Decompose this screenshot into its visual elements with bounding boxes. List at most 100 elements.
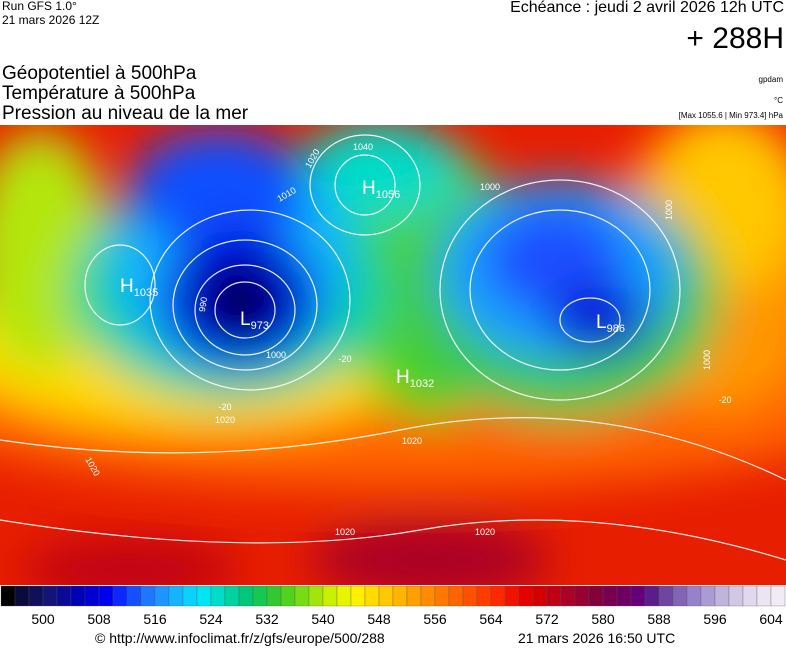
- contour-label: 990: [197, 296, 209, 313]
- colorbar-swatch: [588, 585, 604, 607]
- center-value: 1035: [134, 287, 158, 299]
- colorbar-label: 524: [199, 611, 223, 627]
- colorbar-swatch: [98, 585, 114, 607]
- colorbar-swatch: [574, 585, 590, 607]
- pressure-center: L973: [240, 309, 269, 332]
- colorbar-swatch: [140, 585, 156, 607]
- center-kind: H: [120, 276, 134, 297]
- colorbar-swatch: [742, 585, 758, 607]
- colorbar-swatch: [364, 585, 380, 607]
- colorbar-swatch: [322, 585, 338, 607]
- colorbar-label: 580: [591, 611, 615, 627]
- colorbar-swatch: [294, 585, 310, 607]
- colorbar-swatch: [196, 585, 212, 607]
- colorbar-swatch: [406, 585, 422, 607]
- colorbar-swatch: [616, 585, 632, 607]
- colorbar-swatch: [70, 585, 86, 607]
- colorbar-swatch: [630, 585, 646, 607]
- colorbar-label: 516: [143, 611, 167, 627]
- colorbar-swatch: [0, 585, 16, 607]
- colorbar-swatch: [714, 585, 730, 607]
- colorbar-swatch: [546, 585, 562, 607]
- source-url: © http://www.infoclimat.fr/z/gfs/europe/…: [95, 630, 385, 646]
- colorbar-label: 596: [703, 611, 727, 627]
- field-unit: [Max 1055.6 | Min 973.4] hPa: [679, 111, 784, 120]
- colorbar-swatch: [518, 585, 534, 607]
- colorbar-swatch: [252, 585, 268, 607]
- colorbar-swatch: [224, 585, 240, 607]
- contour-label: 1020: [475, 527, 495, 537]
- colorbar-swatch: [672, 585, 688, 607]
- colorbar-swatch: [658, 585, 674, 607]
- colorbar-swatch: [476, 585, 492, 607]
- colorbar-label: 564: [479, 611, 503, 627]
- colorbar-swatch: [336, 585, 352, 607]
- center-value: 973: [251, 320, 269, 332]
- colorbar-swatch: [266, 585, 282, 607]
- run-date: 21 mars 2026 12Z: [2, 13, 99, 27]
- colorbar-label: 572: [535, 611, 559, 627]
- center-kind: L: [596, 312, 607, 333]
- center-kind: H: [362, 178, 376, 199]
- contour-label: 1000: [702, 350, 712, 370]
- contour-label: -20: [338, 354, 351, 364]
- field-name: Pression au niveau de la mer: [2, 103, 249, 124]
- colorbar-swatch: [560, 585, 576, 607]
- center-value: 986: [607, 323, 625, 335]
- colorbar-swatch: [154, 585, 170, 607]
- pressure-center: L986: [596, 312, 625, 335]
- colorbar-swatch: [168, 585, 184, 607]
- contour-label: 1020: [402, 436, 422, 446]
- colorbar-label: 548: [367, 611, 391, 627]
- pressure-center: H1035: [120, 276, 158, 299]
- colorbar-swatch: [602, 585, 618, 607]
- colorbar-swatch: [210, 585, 226, 607]
- colorbar-swatch: [56, 585, 72, 607]
- colorbar-swatch: [700, 585, 716, 607]
- field-unit: gpdam: [759, 75, 784, 84]
- colorbar-swatch: [308, 585, 324, 607]
- colorbar-swatch: [392, 585, 408, 607]
- valid-time: Echéance : jeudi 2 avril 2026 12h UTC: [510, 0, 784, 16]
- field-unit: °C: [774, 96, 783, 105]
- colorbar-swatch: [14, 585, 30, 607]
- colorbar-swatch: [532, 585, 548, 607]
- field-name: Géopotentiel à 500hPa: [2, 63, 197, 84]
- colorbar-swatch: [644, 585, 660, 607]
- colorbar-swatch: [378, 585, 394, 607]
- run-label: Run GFS 1.0°: [2, 0, 77, 13]
- colorbar-swatch: [182, 585, 198, 607]
- colorbar-swatch: [238, 585, 254, 607]
- colorbar-swatch: [280, 585, 296, 607]
- colorbar-swatch: [462, 585, 478, 607]
- contour-label: 1040: [353, 142, 373, 152]
- colorbar-swatch: [770, 585, 786, 607]
- colorbar-label: 556: [423, 611, 447, 627]
- colorbar-swatch: [112, 585, 128, 607]
- contour-label: 1020: [335, 527, 355, 537]
- colorbar-swatch: [350, 585, 366, 607]
- lead-time: + 288H: [686, 22, 784, 55]
- colorbar-swatch: [28, 585, 44, 607]
- pressure-center: H1056: [362, 178, 400, 201]
- colorbar-label: 500: [31, 611, 55, 627]
- colorbar-swatch: [728, 585, 744, 607]
- contour-label: -20: [718, 395, 731, 405]
- pressure-center: H1032: [396, 367, 434, 390]
- colorbar-swatch: [126, 585, 142, 607]
- map: [0, 125, 786, 585]
- contour-label: 1000: [664, 200, 674, 220]
- colorbar-swatch: [756, 585, 772, 607]
- colorbar-swatch: [686, 585, 702, 607]
- generated-time: 21 mars 2026 16:50 UTC: [518, 630, 675, 646]
- contour-label: -20: [218, 402, 231, 412]
- colorbar: 500 508 516 524 532 540 548 556 564 572 580 588 596 6…: [0, 585, 786, 627]
- colorbar-swatch: [448, 585, 464, 607]
- colorbar-label: 588: [647, 611, 671, 627]
- colorbar-label: 508: [87, 611, 111, 627]
- colorbar-label: 532: [255, 611, 279, 627]
- colorbar-swatch: [42, 585, 58, 607]
- colorbar-swatch: [420, 585, 436, 607]
